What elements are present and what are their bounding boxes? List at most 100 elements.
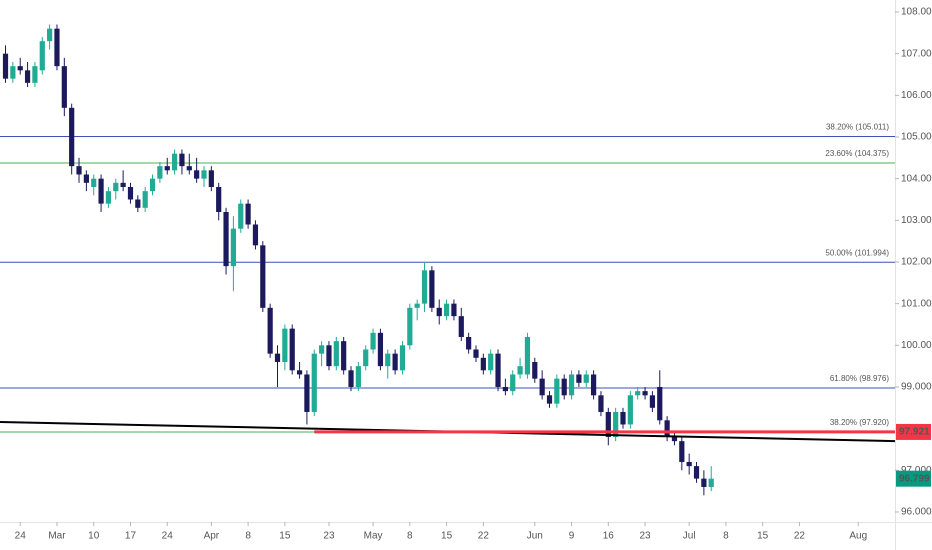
candle-body <box>54 28 60 67</box>
candle-body <box>333 341 339 367</box>
candle-body <box>289 328 295 371</box>
y-tick-label: 97.000 <box>901 465 932 476</box>
candle-body <box>260 245 266 308</box>
x-tick-label: Mar <box>48 531 66 542</box>
candle-body <box>458 316 464 337</box>
x-tick-label: 8 <box>723 531 729 542</box>
fib-label: 61.80% (98.976) <box>830 374 889 383</box>
candle-body <box>635 391 641 396</box>
x-tick-label: Apr <box>204 531 220 542</box>
candle-body <box>591 374 597 396</box>
candle-body <box>311 353 317 412</box>
candle-body <box>532 361 538 379</box>
candle-body <box>47 28 53 42</box>
x-tick-label: May <box>364 531 383 542</box>
candle-body <box>649 395 656 408</box>
candle-body <box>39 41 45 71</box>
x-tick-label: 10 <box>88 531 100 542</box>
candle-body <box>524 336 531 375</box>
x-tick-label: Jul <box>683 531 696 542</box>
candle-body <box>377 332 384 367</box>
x-tick-label: 8 <box>245 531 251 542</box>
candle-body <box>69 107 75 167</box>
candle-body <box>186 166 192 171</box>
candle-body <box>304 374 310 412</box>
candle-body <box>576 374 582 383</box>
fib-label: 38.20% (97.920) <box>830 418 889 427</box>
x-tick-label: 24 <box>15 531 27 542</box>
y-tick-label: 100.000 <box>901 340 932 351</box>
candle-body <box>546 395 553 404</box>
x-tick-label: 9 <box>569 531 575 542</box>
candle-body <box>627 395 633 425</box>
candle-body <box>473 349 479 358</box>
x-tick-label: 24 <box>162 531 174 542</box>
candle-body <box>510 374 516 392</box>
candle-body <box>561 378 567 396</box>
candle-body <box>613 411 619 437</box>
candle-body <box>10 66 16 79</box>
candle-body <box>620 411 626 425</box>
candle-body <box>230 228 236 267</box>
candle-body <box>708 478 714 487</box>
candle-body <box>120 182 126 187</box>
candle-body <box>157 166 163 179</box>
y-tick-label: 108.000 <box>901 7 932 18</box>
candle-body <box>605 411 611 437</box>
candle-body <box>164 166 170 171</box>
candle-body <box>554 378 560 404</box>
candle-body <box>179 153 185 167</box>
price-label: 96.799 <box>899 473 930 484</box>
candle-body <box>664 420 670 437</box>
price-label: 97.921 <box>899 427 930 438</box>
candle-body <box>282 328 288 362</box>
candle-body <box>135 199 141 208</box>
candle-body <box>407 307 413 346</box>
candle-body <box>355 366 361 387</box>
y-tick-label: 96.000 <box>901 507 932 518</box>
x-tick-label: 23 <box>639 531 651 542</box>
y-tick-label: 101.000 <box>901 298 932 309</box>
candle-body <box>267 307 273 354</box>
fib-label: 38.20% (105.011) <box>826 123 889 132</box>
candle-body <box>480 357 486 371</box>
candle-body <box>113 182 119 192</box>
candle-body <box>495 353 501 387</box>
candle-body <box>686 461 692 467</box>
candle-body <box>326 345 332 367</box>
candle-body <box>296 370 303 375</box>
candle-body <box>466 336 472 350</box>
y-tick-label: 107.000 <box>901 48 932 59</box>
price-label-box <box>896 470 931 487</box>
candle-body <box>274 353 281 362</box>
x-tick-label: Jun <box>527 531 543 542</box>
candle-body <box>657 386 663 421</box>
candle-body <box>76 166 82 175</box>
candle-body <box>385 353 391 367</box>
y-tick-label: 99.000 <box>901 382 932 393</box>
x-tick-label: 17 <box>125 531 137 542</box>
y-tick-label: 105.000 <box>901 132 932 143</box>
candle-body <box>598 395 604 412</box>
candle-body <box>2 53 9 79</box>
candle-body <box>421 270 428 304</box>
candle-body <box>568 374 575 396</box>
fib-label: 23.60% (104.375) <box>825 149 889 158</box>
x-tick-label: 15 <box>441 531 453 542</box>
candle-body <box>583 374 589 383</box>
candle-body <box>370 332 376 350</box>
candle-body <box>642 391 648 396</box>
candle-body <box>91 178 97 187</box>
candle-body <box>701 478 707 487</box>
candle-body <box>451 303 457 317</box>
candle-body <box>679 441 685 462</box>
candle-body <box>319 345 325 354</box>
candle-body <box>83 174 89 183</box>
y-tick-label: 106.000 <box>901 90 932 101</box>
y-tick-label: 103.000 <box>901 215 932 226</box>
candle-body <box>399 345 406 371</box>
candle-body <box>245 203 251 225</box>
x-tick-label: 22 <box>478 531 490 542</box>
